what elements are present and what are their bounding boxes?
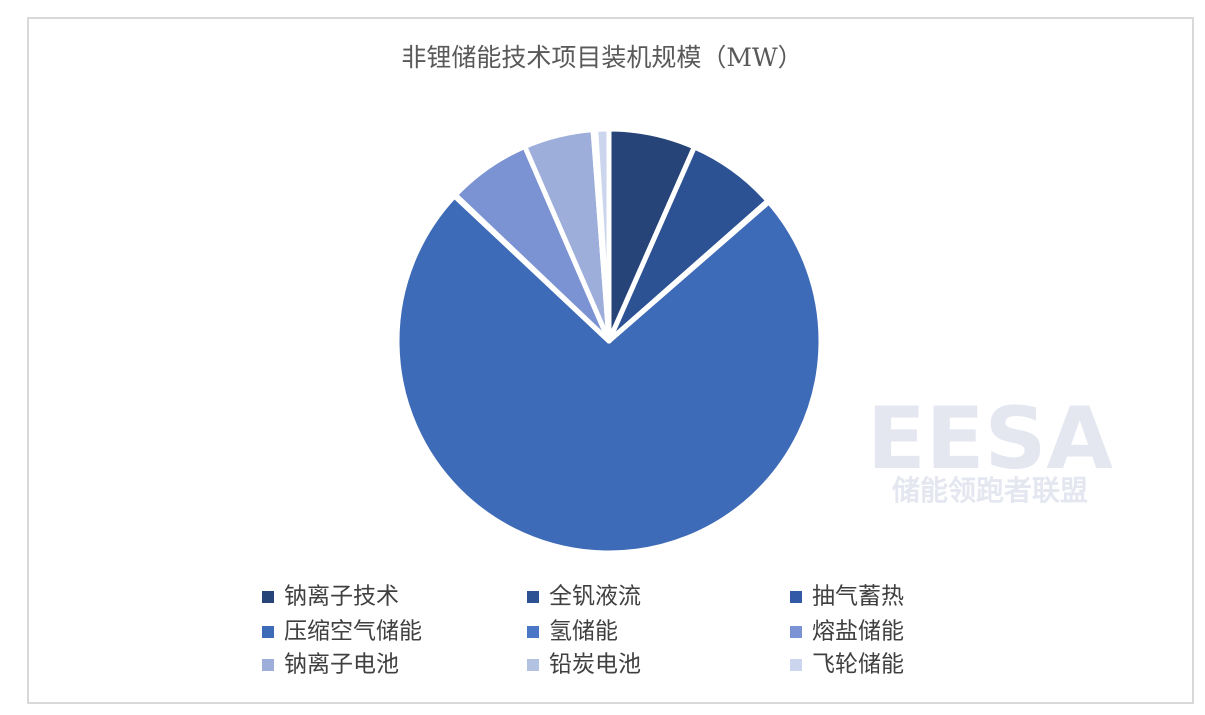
legend-swatch	[527, 626, 539, 638]
watermark-text: 储能领跑者联盟	[892, 474, 1088, 507]
legend-swatch	[262, 626, 274, 638]
legend-label: 熔盐储能	[812, 619, 904, 645]
legend-label: 压缩空气储能	[284, 619, 422, 645]
legend-swatch	[527, 591, 539, 603]
legend-label: 全钒液流	[549, 584, 641, 610]
legend-label: 钠离子电池	[284, 652, 399, 678]
legend-label: 氢储能	[549, 619, 618, 645]
legend-swatch	[527, 659, 539, 671]
legend-swatch	[790, 591, 802, 603]
watermark: EESA 储能领跑者联盟	[867, 389, 1113, 507]
legend-swatch	[262, 659, 274, 671]
watermark-logo: EESA	[867, 389, 1113, 489]
pie-slice	[394, 193, 824, 556]
legend-label: 铅炭电池	[549, 652, 641, 678]
legend-label: 飞轮储能	[812, 652, 904, 678]
legend-swatch	[790, 659, 802, 671]
legend-label: 抽气蓄热	[812, 584, 904, 610]
legend-label: 钠离子技术	[284, 584, 399, 610]
legend-swatch	[262, 591, 274, 603]
pie-slice	[593, 126, 612, 344]
legend-swatch	[790, 626, 802, 638]
chart-title: 非锂储能技术项目装机规模（MW）	[401, 43, 802, 72]
